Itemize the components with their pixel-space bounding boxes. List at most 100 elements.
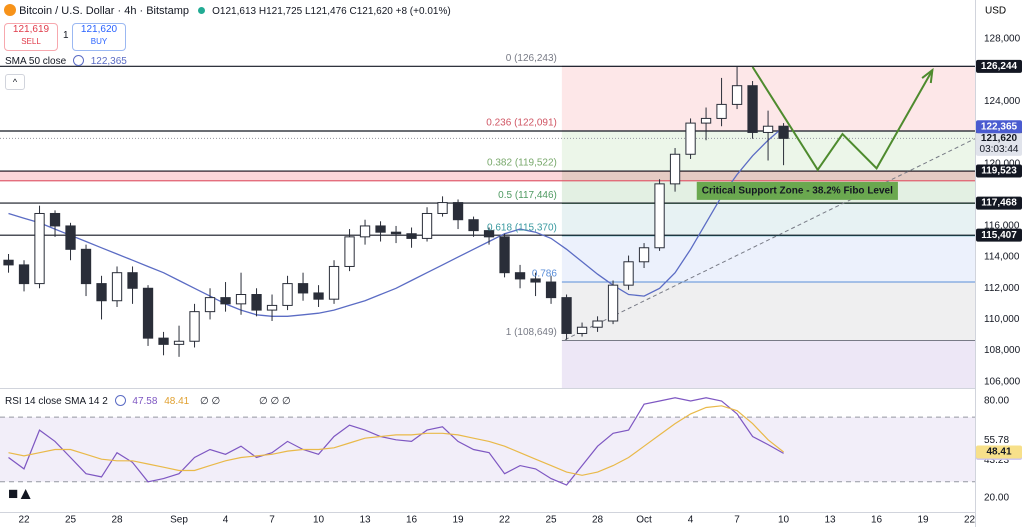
- candle-body: [204, 297, 216, 313]
- sell-button[interactable]: 121,619 SELL: [4, 23, 58, 51]
- x-tick-label: Oct: [636, 515, 652, 526]
- rsi-tick-label: 55.78: [984, 435, 1009, 446]
- rsi-line: [8, 405, 784, 476]
- rsi-tag-bg: [976, 445, 1022, 459]
- status-dot: [198, 7, 206, 14]
- x-tick-label: 4: [688, 515, 694, 526]
- x-tick-label: 28: [592, 515, 604, 526]
- level-tag: 126,244: [981, 61, 1018, 72]
- trend-line: [564, 138, 976, 341]
- fib-label: 1 (108,649): [506, 327, 557, 338]
- y-tick-label: 114,000: [984, 252, 1020, 263]
- candle-body: [3, 259, 14, 266]
- candle-body: [189, 311, 200, 342]
- fib-label: 0.236 (122,091): [486, 118, 557, 129]
- x-tick-label: 22: [499, 515, 511, 526]
- fib-label: 0.382 (119,522): [487, 158, 557, 169]
- annotations: 0 (126,243) 0.236 (122,091) 0.382 (119,522…: [486, 53, 934, 338]
- candle-body: [111, 272, 123, 302]
- last-price-tag: 121,620: [981, 133, 1018, 144]
- level-tag: 115,407: [981, 230, 1017, 241]
- sma-value: 122,365: [90, 56, 127, 67]
- rsi-line: [8, 397, 784, 486]
- y-tick-label: 112,000: [984, 283, 1020, 294]
- collapse-button[interactable]: ^: [5, 74, 25, 90]
- candle-body: [127, 272, 138, 289]
- candle-body: [220, 297, 231, 305]
- candle-body: [390, 231, 402, 235]
- candle-body: [359, 225, 371, 238]
- currency: USD: [985, 6, 1006, 17]
- rsi-legend[interactable]: RSI 14 close SMA 14 2 47.58 48.41 ∅ ∅ ∅ …: [5, 395, 291, 407]
- forecast-arrow: [751, 66, 934, 172]
- last-price-tag-bg: [976, 131, 1022, 156]
- sma-legend[interactable]: SMA 50 close 122,365: [5, 55, 127, 67]
- x-tick-label: 7: [734, 515, 740, 526]
- y-tick-label: 116,000: [984, 221, 1020, 232]
- symbol[interactable]: Bitcoin / U.S. Dollar · 4h · Bitstamp: [19, 5, 190, 17]
- x-tick-label: 19: [452, 515, 464, 526]
- data: [3, 66, 789, 486]
- rsi-tick-label: 80.00: [984, 396, 1009, 407]
- candle-body: [685, 122, 696, 155]
- rsi-sma-value: 48.41: [164, 396, 190, 407]
- last-price-tag-sub: 03:03:44: [980, 144, 1019, 155]
- candle-body: [344, 236, 355, 267]
- y-tick-label: 124,000: [984, 96, 1021, 107]
- fib-label: 0.618 (115,370): [487, 222, 557, 233]
- candle-body: [18, 264, 30, 285]
- candle-body: [251, 294, 262, 311]
- y-tick-label: 108,000: [984, 345, 1021, 356]
- annotation-text: Critical Support Zone - 38.2% Fibo Level: [702, 186, 893, 197]
- x-tick-label: 19: [918, 515, 930, 526]
- x-tick-label: 10: [778, 515, 790, 526]
- level-tag: 119,523: [981, 166, 1017, 177]
- candle-body: [313, 292, 324, 300]
- fib-band: [561, 282, 975, 341]
- sell-label: SELL: [21, 37, 41, 46]
- candle-body: [669, 153, 681, 185]
- candle-body: [638, 247, 650, 263]
- symbol-bar: Bitcoin / U.S. Dollar · 4h · Bitstamp O1…: [4, 4, 451, 17]
- axes: 128,000 124,000 120,000 116,000 114,000 112,0…: [18, 34, 1022, 526]
- ohlc: O121,613 H121,725 L121,476 C121,620 +8 (…: [212, 6, 451, 17]
- candle-body: [235, 294, 247, 305]
- candle-body: [762, 125, 774, 133]
- candle-body: [716, 103, 727, 119]
- x-tick-label: 16: [406, 515, 418, 526]
- candle-body: [561, 297, 572, 334]
- candle-body: [65, 225, 76, 250]
- candle-body: [96, 283, 107, 302]
- buy-price: 121,620: [80, 24, 118, 35]
- y-tick-label: 106,000: [984, 376, 1021, 387]
- settings-icon[interactable]: [114, 395, 126, 406]
- support-zone: [0, 171, 975, 181]
- candle-body: [747, 85, 758, 133]
- candle-body: [654, 183, 665, 249]
- rsi-value: 47.58: [132, 396, 158, 407]
- candle-body: [530, 278, 541, 283]
- rsi-title: RSI 14 close SMA 14 2: [5, 396, 108, 407]
- fib-label: 0.786: [532, 269, 557, 280]
- candle-body: [142, 287, 154, 339]
- x-tick-label: 13: [359, 515, 371, 526]
- candle-body: [731, 85, 743, 105]
- level-tag: 117,468: [981, 198, 1017, 209]
- rsi-band: [0, 417, 975, 482]
- coin-icon: [4, 4, 16, 16]
- fib-label: 0.5 (117,446): [498, 190, 557, 201]
- candle-body: [468, 219, 479, 232]
- logo: ■▲: [8, 484, 34, 503]
- candle-body: [406, 233, 417, 239]
- levels: [0, 65, 976, 341]
- candle-body: [576, 326, 588, 334]
- rsi-extra: ∅ ∅: [200, 396, 221, 407]
- buy-label: BUY: [90, 37, 108, 46]
- settings-icon[interactable]: [72, 55, 84, 66]
- candle-body: [158, 337, 169, 345]
- buy-button[interactable]: 121,620 BUY: [72, 23, 126, 51]
- y-tick-label: 120,000: [984, 158, 1021, 169]
- rsi-tick-label: 43.23: [984, 455, 1009, 466]
- x-tick-label: 22: [18, 515, 30, 526]
